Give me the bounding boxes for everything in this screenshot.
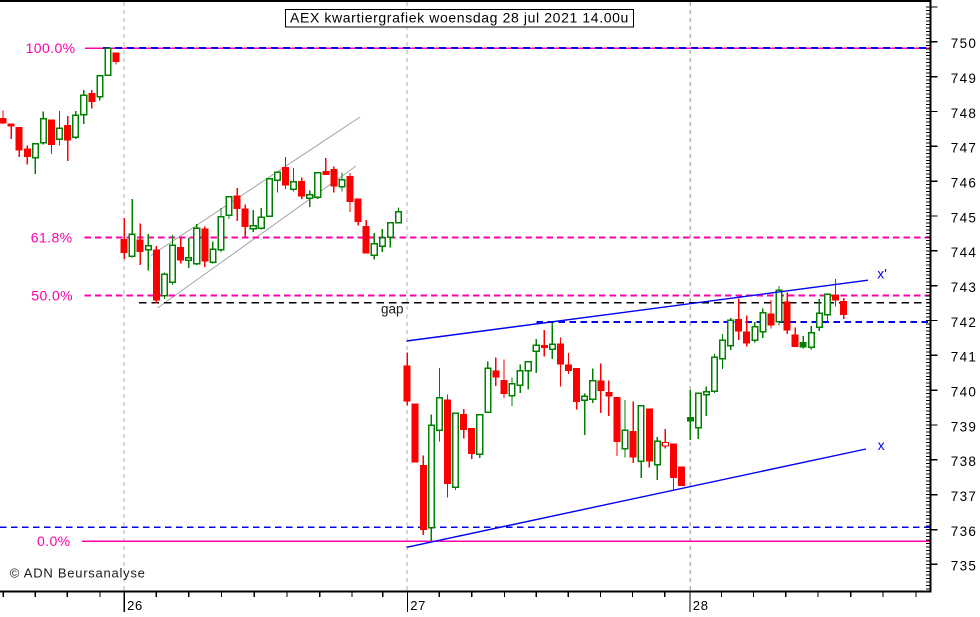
svg-text:748: 748 <box>951 106 977 121</box>
svg-text:100.0%: 100.0% <box>26 40 76 56</box>
svg-text:AEX kwartiergrafiek woensdag 2: AEX kwartiergrafiek woensdag 28 jul 2021… <box>290 9 629 25</box>
svg-text:744: 744 <box>951 245 977 260</box>
svg-text:746: 746 <box>951 175 977 190</box>
svg-text:745: 745 <box>951 210 977 225</box>
svg-text:© ADN Beursanalyse: © ADN Beursanalyse <box>10 565 146 580</box>
svg-text:742: 742 <box>951 315 977 330</box>
svg-text:749: 749 <box>951 71 977 86</box>
svg-text:735: 735 <box>951 559 977 574</box>
svg-text:743: 743 <box>951 280 977 295</box>
svg-text:gap: gap <box>381 302 404 317</box>
svg-text:26: 26 <box>127 598 143 612</box>
svg-text:738: 738 <box>951 454 977 469</box>
svg-text:736: 736 <box>951 524 977 539</box>
svg-text:747: 747 <box>951 141 977 156</box>
svg-text:741: 741 <box>951 350 977 365</box>
svg-text:x: x <box>878 437 885 453</box>
svg-text:737: 737 <box>951 489 977 504</box>
svg-text:27: 27 <box>410 598 426 612</box>
svg-text:750: 750 <box>951 36 977 51</box>
svg-text:739: 739 <box>951 419 977 434</box>
svg-text:740: 740 <box>951 385 977 400</box>
svg-text:0.0%: 0.0% <box>37 533 71 549</box>
svg-text:61.8%: 61.8% <box>31 229 73 245</box>
svg-text:50.0%: 50.0% <box>31 287 73 303</box>
svg-text:28: 28 <box>693 598 709 612</box>
svg-text:x': x' <box>877 265 887 281</box>
